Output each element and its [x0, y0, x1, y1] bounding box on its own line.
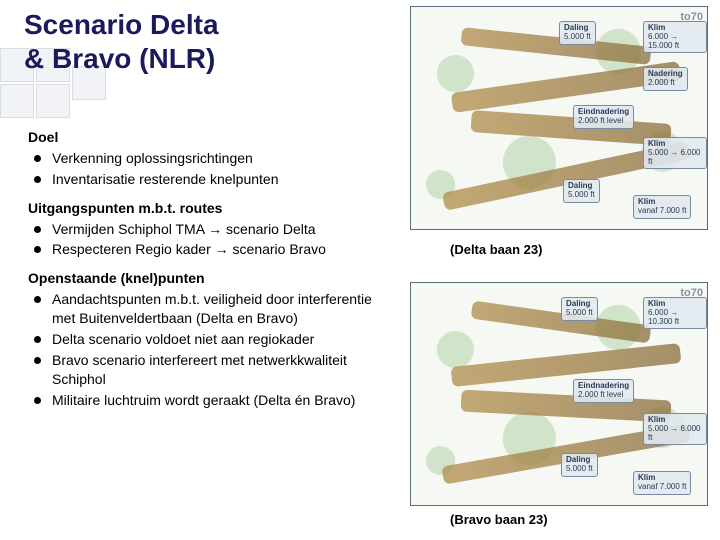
list-item: Verkenning oplossingsrichtingen	[32, 149, 398, 168]
map-info-box: Daling5.000 ft	[559, 21, 596, 45]
title-line-1: Scenario Delta	[24, 8, 394, 42]
map-info-box: Daling5.000 ft	[563, 179, 600, 203]
map-info-box: Klimvanaf 7.000 ft	[633, 471, 691, 495]
section-head-uitgang: Uitgangspunten m.b.t. routes	[28, 199, 398, 218]
list-item: Inventarisatie resterende knelpunten	[32, 170, 398, 189]
slide-body: Doel Verkenning oplossingsrichtingen Inv…	[28, 128, 398, 412]
map-info-box: Daling5.000 ft	[561, 297, 598, 321]
bullets-uitgang: Vermijden Schiphol TMA → scenario Delta …	[28, 220, 398, 260]
section-head-open: Openstaande (knel)punten	[28, 269, 398, 288]
list-item: Bravo scenario interfereert met netwerkk…	[32, 351, 398, 389]
bullets-doel: Verkenning oplossingsrichtingen Inventar…	[28, 149, 398, 189]
list-item: Aandachtspunten m.b.t. veiligheid door i…	[32, 290, 398, 328]
list-item: Respecteren Regio kader → scenario Bravo	[32, 240, 398, 259]
list-item: Militaire luchtruim wordt geraakt (Delta…	[32, 391, 398, 410]
map-info-box: Eindnadering2.000 ft level	[573, 105, 634, 129]
map-info-box: Klim6.000 → 10.300 ft	[643, 297, 707, 329]
map-info-box: Daling5.000 ft	[561, 453, 598, 477]
title-line-2: & Bravo (NLR)	[24, 42, 394, 76]
map-info-box: Eindnadering2.000 ft level	[573, 379, 634, 403]
slide-title: Scenario Delta & Bravo (NLR)	[24, 8, 394, 75]
section-head-doel: Doel	[28, 128, 398, 147]
map-info-box: Klimvanaf 7.000 ft	[633, 195, 691, 219]
list-item: Vermijden Schiphol TMA → scenario Delta	[32, 220, 398, 239]
map-info-box: Klim5.000 → 6.000 ft	[643, 137, 707, 169]
caption-bravo: (Bravo baan 23)	[450, 512, 548, 527]
caption-delta: (Delta baan 23)	[450, 242, 542, 257]
map-bravo: to70 Daling5.000 ftKlim6.000 → 10.300 ft…	[410, 282, 708, 506]
map-delta: to70 Daling5.000 ftKlim6.000 → 15.000 ft…	[410, 6, 708, 230]
list-item: Delta scenario voldoet niet aan regiokad…	[32, 330, 398, 349]
map-info-box: Klim5.000 → 6.000 ft	[643, 413, 707, 445]
map-info-box: Nadering2.000 ft	[643, 67, 688, 91]
bullets-open: Aandachtspunten m.b.t. veiligheid door i…	[28, 290, 398, 409]
map-info-box: Klim6.000 → 15.000 ft	[643, 21, 707, 53]
